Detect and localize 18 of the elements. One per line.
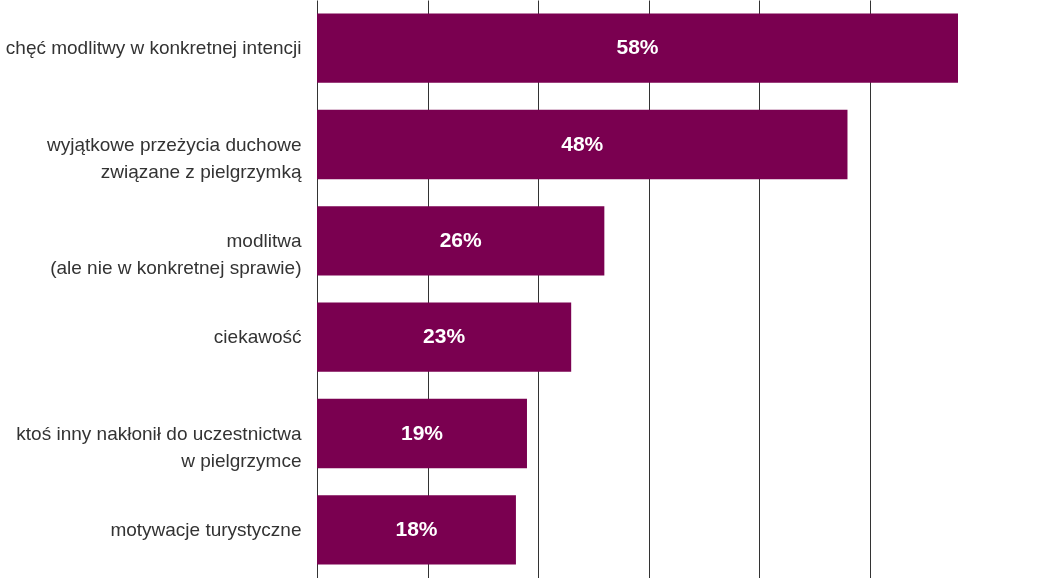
data-label: 18% [395, 516, 438, 540]
data-label: 23% [423, 324, 466, 348]
data-label: 48% [561, 131, 604, 155]
bar [317, 398, 527, 469]
bar [317, 206, 605, 276]
y-tick-label: modlitwa (ale nie w konkretnej sprawie) [50, 229, 302, 278]
y-tick-label: wyjątkowe przeżycia duchowe związane z pielgrzymką [45, 133, 302, 182]
bar [317, 13, 958, 83]
data-label: 58% [616, 35, 659, 59]
y-tick-label: ktoś inny nakłonił do uczestnictwa w pielgrzymce [16, 422, 302, 471]
y-tick-label: chęć modlitwy w konkretnej intencji [5, 37, 302, 59]
bar [317, 109, 848, 180]
y-tick-label: motywacje turystyczne [110, 518, 302, 540]
bar [317, 495, 516, 565]
y-tick-label: ciekawość [213, 326, 302, 348]
bar [317, 302, 572, 372]
data-label: 26% [439, 227, 483, 251]
data-label: 19% [400, 420, 444, 444]
